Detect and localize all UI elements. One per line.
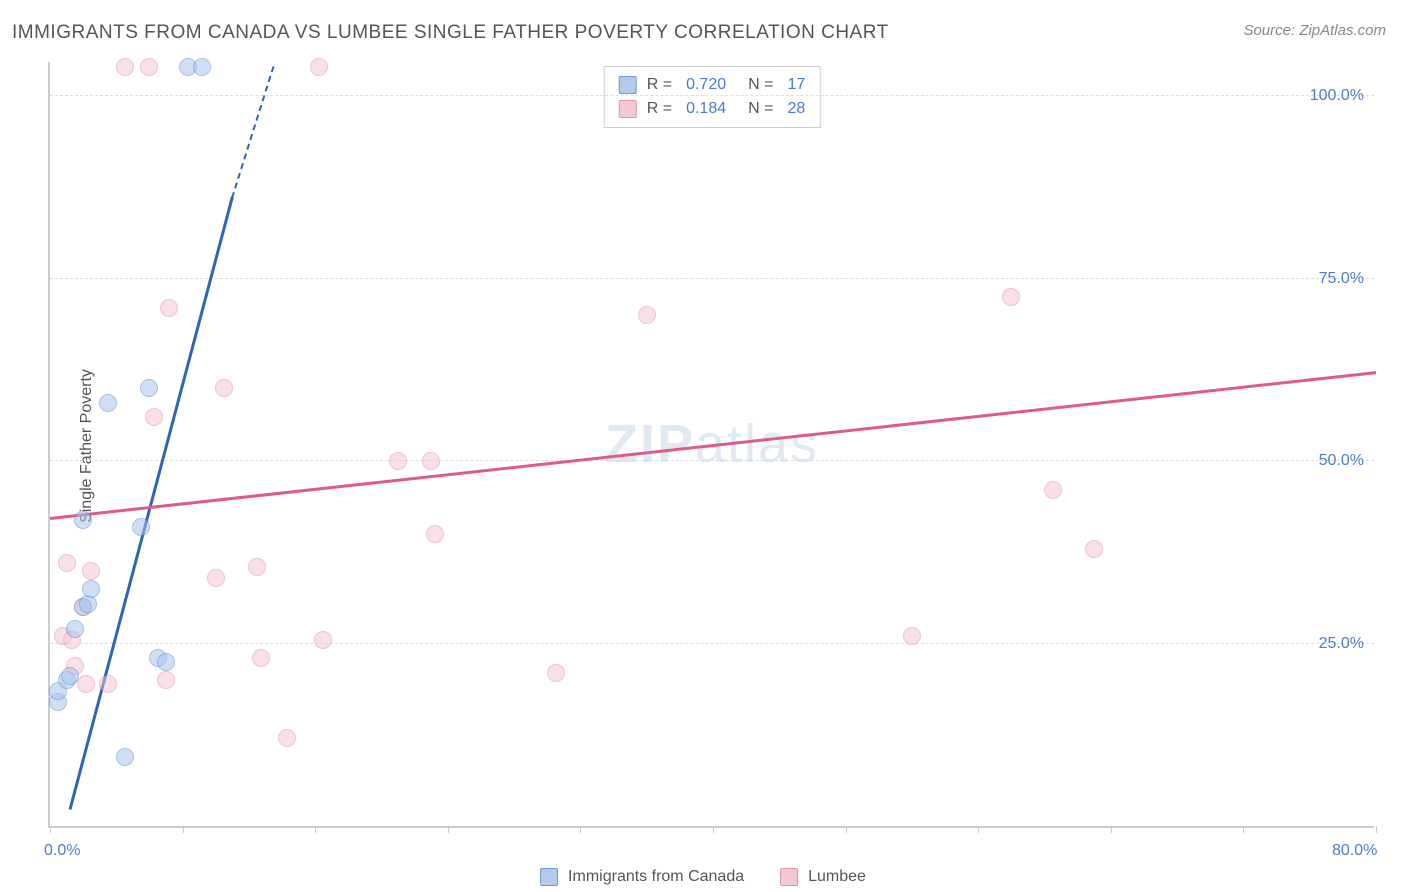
x-tick [713,826,714,833]
x-tick [846,826,847,833]
data-point [58,554,76,572]
data-point [422,452,440,470]
x-tick [1376,826,1377,833]
data-point [207,569,225,587]
chart-title: IMMIGRANTS FROM CANADA VS LUMBEE SINGLE … [12,22,889,44]
data-point [116,58,134,76]
legend-series-item: Lumbee [780,868,866,886]
x-tick [448,826,449,833]
watermark-bold: ZIP [605,414,695,474]
legend-swatch [619,100,637,118]
data-point [278,729,296,747]
data-point [1044,481,1062,499]
trend-line [50,371,1376,519]
x-tick-label: 0.0% [44,842,80,860]
data-point [389,452,407,470]
x-tick [50,826,51,833]
data-point [193,58,211,76]
x-tick-label: 80.0% [1332,842,1377,860]
x-tick [1243,826,1244,833]
data-point [82,580,100,598]
y-tick-label: 100.0% [1310,87,1364,105]
x-tick [183,826,184,833]
legend-r-value: 0.184 [686,97,726,121]
data-point [66,620,84,638]
data-point [132,518,150,536]
data-point [157,671,175,689]
y-tick-label: 25.0% [1319,635,1364,653]
legend-row: R = 0.720 N = 17 [619,73,806,97]
data-point [1002,288,1020,306]
data-point [638,306,656,324]
data-point [215,379,233,397]
legend-series-name: Lumbee [808,868,866,886]
series-legend: Immigrants from Canada Lumbee [540,868,866,886]
data-point [252,649,270,667]
legend-r-label: R = [647,97,672,121]
data-point [314,631,332,649]
x-tick [580,826,581,833]
y-tick-label: 50.0% [1319,452,1364,470]
legend-series-item: Immigrants from Canada [540,868,744,886]
gridline-h [50,643,1374,644]
x-tick [315,826,316,833]
legend-n-label: N = [748,73,773,97]
data-point [145,408,163,426]
legend-series-name: Immigrants from Canada [568,868,744,886]
legend-row: R = 0.184 N = 28 [619,97,806,121]
data-point [99,394,117,412]
legend-swatch [780,868,798,886]
legend-n-value: 28 [787,97,805,121]
data-point [426,525,444,543]
data-point [99,675,117,693]
legend-n-value: 17 [787,73,805,97]
legend-r-value: 0.720 [686,73,726,97]
data-point [61,667,79,685]
data-point [1085,540,1103,558]
data-point [77,675,95,693]
data-point [160,299,178,317]
legend-swatch [619,76,637,94]
trend-line [68,197,233,811]
x-tick [978,826,979,833]
trend-line [231,66,274,198]
data-point [248,558,266,576]
data-point [82,562,100,580]
data-point [547,664,565,682]
data-point [116,748,134,766]
legend-n-label: N = [748,97,773,121]
data-point [140,58,158,76]
scatter-chart: ZIPatlas R =0.720N =17R =0.184N =28 25.0… [48,62,1374,828]
data-point [74,511,92,529]
data-point [157,653,175,671]
data-point [140,379,158,397]
gridline-h [50,278,1374,279]
legend-r-label: R = [647,73,672,97]
y-tick-label: 75.0% [1319,270,1364,288]
source-attribution: Source: ZipAtlas.com [1243,22,1386,39]
x-tick [1111,826,1112,833]
correlation-legend: R = 0.720 N = 17 R = 0.184 N = 28 [604,66,821,128]
legend-swatch [540,868,558,886]
gridline-h [50,95,1374,96]
data-point [310,58,328,76]
data-point [903,627,921,645]
gridline-h [50,460,1374,461]
